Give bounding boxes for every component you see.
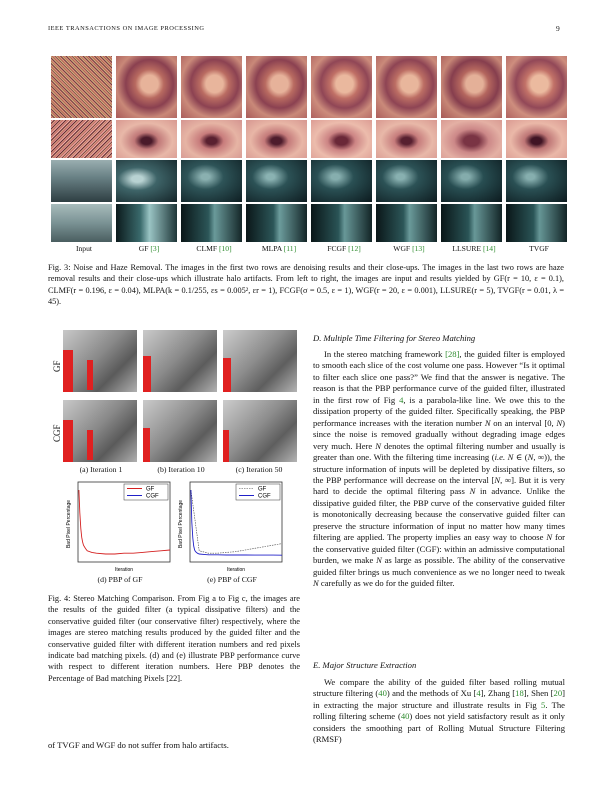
fig3-col-caption: TVGF (529, 244, 549, 253)
fig3-row1-fcgf (311, 56, 372, 118)
fig3-row2-llsure (441, 120, 502, 158)
plot-cgf-xlabel: Iteration (227, 567, 245, 573)
fig3-row1-clmf (181, 56, 242, 118)
fig3-row4-mlpa (246, 204, 307, 242)
fig3-row3-gf (116, 160, 177, 202)
left-column-tail: of TVGF and WGF do not suffer from halo … (48, 740, 229, 750)
figure3-caption: Fig. 3: Noise and Haze Removal. The imag… (48, 263, 564, 307)
fig3-col-caption: MLPA [11] (261, 244, 297, 253)
fig4-stereo-grid (63, 330, 299, 462)
fig4-gf-iter1 (63, 330, 137, 392)
fig4-subcap-d: (d) PBP of GF (97, 575, 143, 584)
fig4-gf-iter50 (223, 330, 297, 392)
section-d-title: D. Multiple Time Filtering for Stereo Ma… (313, 333, 476, 343)
legend-cgf: CGF (146, 494, 159, 500)
fig3-row4-gf (116, 204, 177, 242)
fig3-row3-tvgf (506, 160, 567, 202)
gf-series-line (190, 489, 283, 554)
fig3-col-caption: WGF [13] (393, 244, 425, 253)
section-e-body: We compare the ability of the guided fil… (313, 677, 565, 745)
fig4-subcap-b: (b) Iteration 10 (157, 465, 205, 474)
plot-gf-xlabel: Iteration (115, 567, 133, 573)
fig3-col-caption: Input (75, 244, 93, 253)
fig4-plot-gf: Bad Pixel Percentage Iteration GF CGF (66, 481, 171, 573)
fig3-row2-gf (116, 120, 177, 158)
fig3-row3-wgf (376, 160, 437, 202)
fig3-col-caption: CLMF [10] (196, 244, 232, 253)
plot-cgf-legend: GF CGF (235, 483, 281, 501)
fig3-row4-input (51, 204, 112, 242)
fig3-row2-fcgf (311, 120, 372, 158)
fig3-row2-wgf (376, 120, 437, 158)
legend-cgf: CGF (258, 494, 271, 500)
plot-cgf-ylabel: Bad Pixel Percentage (178, 500, 184, 548)
fig3-row2-mlpa (246, 120, 307, 158)
fig3-row2-input (51, 120, 112, 158)
cgf-series-line (190, 489, 283, 556)
fig4-cgf-iter1 (63, 400, 137, 462)
fig3-row1-llsure (441, 56, 502, 118)
section-e-title: E. Major Structure Extraction (313, 660, 417, 670)
fig4-subcap-e: (e) PBP of CGF (207, 575, 257, 584)
fig3-row4-tvgf (506, 204, 567, 242)
fig3-row3-fcgf (311, 160, 372, 202)
fig3-row2-clmf (181, 120, 242, 158)
fig3-row1-wgf (376, 56, 437, 118)
legend-gf: GF (258, 487, 267, 493)
fig4-subcap-a: (a) Iteration 1 (79, 465, 123, 474)
section-d-body: In the stereo matching framework [28], t… (313, 349, 565, 589)
page-number: 9 (556, 24, 560, 33)
fig3-row1-gf (116, 56, 177, 118)
fig3-row3-llsure (441, 160, 502, 202)
fig3-col-caption: FCGF [12] (327, 244, 361, 253)
fig3-row3-input (51, 160, 112, 202)
fig3-row4-wgf (376, 204, 437, 242)
fig4-subcap-c: (c) Iteration 50 (235, 465, 283, 474)
legend-gf: GF (146, 487, 155, 493)
fig3-row3-mlpa (246, 160, 307, 202)
fig4-plot-cgf: Bad Pixel Percentage Iteration GF CGF (178, 481, 283, 573)
journal-header: IEEE TRANSACTIONS ON IMAGE PROCESSING (48, 25, 205, 32)
fig3-col-caption: GF [3] (138, 244, 160, 253)
fig3-row1-input (51, 56, 112, 118)
fig3-row2-tvgf (506, 120, 567, 158)
fig4-gf-iter10 (143, 330, 217, 392)
fig3-row1-mlpa (246, 56, 307, 118)
fig3-row1-tvgf (506, 56, 567, 118)
plot-gf-ylabel: Bad Pixel Percentage (66, 500, 72, 548)
fig3-row3-clmf (181, 160, 242, 202)
fig3-col-caption: LLSURE [14] (452, 244, 496, 253)
fig4-row-label-gf: GF (52, 360, 62, 372)
fig3-row4-fcgf (311, 204, 372, 242)
fig4-cgf-iter50 (223, 400, 297, 462)
fig3-row4-clmf (181, 204, 242, 242)
plot-gf-legend: GF CGF (123, 483, 169, 501)
figure4-caption: Fig. 4: Stereo Matching Comparison. From… (48, 594, 300, 683)
figure3-grid (48, 56, 567, 242)
gf-series-line (78, 489, 171, 555)
fig4-cgf-iter10 (143, 400, 217, 462)
fig4-row-label-cgf: CGF (52, 424, 62, 442)
fig3-row4-llsure (441, 204, 502, 242)
